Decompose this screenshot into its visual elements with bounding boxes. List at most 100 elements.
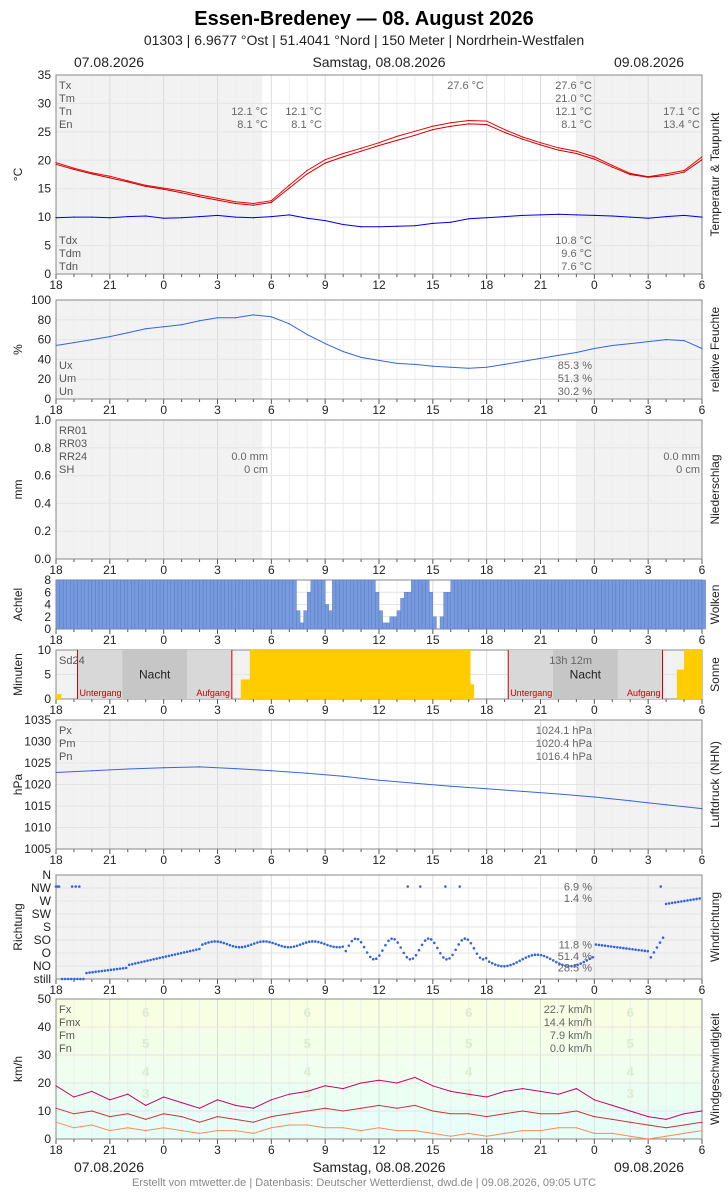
winddir-point <box>692 898 695 901</box>
humidity-line-point <box>378 359 380 361</box>
winddir-point <box>399 946 403 949</box>
winddir-point <box>521 957 525 961</box>
winddir-point <box>173 953 177 956</box>
x-tick-label: 3 <box>645 983 652 997</box>
winddir-point <box>176 952 180 956</box>
winddir-point <box>216 940 219 943</box>
cloud-bar <box>339 579 344 630</box>
y-tick-label: 60 <box>38 333 52 347</box>
cloud-bar <box>199 579 204 630</box>
humidity-line-point <box>252 314 254 316</box>
x-tick-label: 3 <box>214 563 221 577</box>
winddir-value: 6.9 % <box>564 882 592 894</box>
winddir-point <box>152 958 155 961</box>
x-tick-label: 18 <box>480 853 494 867</box>
winddir-point <box>91 970 94 974</box>
winddir-point <box>458 885 462 888</box>
winddir-point <box>655 946 659 949</box>
y-tick-label: 0.0 <box>34 552 51 566</box>
winddir-point <box>418 885 422 888</box>
legend-label: Fx <box>59 1004 72 1016</box>
cloud-bar <box>332 579 337 630</box>
cloud-bar <box>533 579 538 630</box>
temp-line-Tx-point <box>450 122 452 124</box>
legend-label: Un <box>59 386 73 398</box>
humidity-line-point <box>324 342 326 345</box>
temp-line-Tx-point <box>252 202 254 205</box>
legend-label: Pm <box>59 738 76 750</box>
cloud-bar <box>62 579 67 630</box>
cloud-bar <box>213 579 218 630</box>
cloud-bar <box>134 579 139 630</box>
y-tick-label: 5 <box>44 668 51 682</box>
cloud-bar <box>310 579 315 630</box>
humidity-line-point <box>575 351 577 354</box>
temp-line-Tx-point <box>575 150 577 152</box>
cloud-bar <box>622 579 627 630</box>
cloud-bar <box>73 579 78 630</box>
winddir-point <box>661 936 665 939</box>
wind-line-Fm-point <box>557 1127 560 1129</box>
pressure-line-point <box>55 771 57 774</box>
x-tick-label: 6 <box>268 703 275 717</box>
y-tick-label: 1.0 <box>34 413 51 427</box>
wind-line-Fmx-point <box>414 1104 416 1106</box>
y-tick-label: W <box>40 894 52 908</box>
wind-line-Fx-point <box>557 1093 560 1095</box>
winddir-point <box>469 941 473 945</box>
cloud-bar <box>120 579 125 630</box>
plot-border <box>55 419 703 560</box>
cloud-bar <box>328 610 333 630</box>
temp-line-Tx-point <box>145 184 147 186</box>
x-tick-label: 0 <box>160 703 167 717</box>
y-tick-label: 2 <box>44 610 51 624</box>
cloud-bar <box>454 579 459 630</box>
x-tick-label: 15 <box>426 983 440 997</box>
wind-line-Fmx-point <box>306 1110 308 1112</box>
pressure-line-point <box>342 775 344 777</box>
y-tick-label: O <box>42 946 51 960</box>
winddir-point <box>329 944 332 948</box>
x-tick-label: 0 <box>591 563 598 577</box>
cloud-bar <box>249 579 254 630</box>
x-tick-label: 3 <box>645 403 652 417</box>
pressure-line-point <box>557 793 560 795</box>
y-axis-label: km/h <box>11 1056 25 1082</box>
cloud-bar <box>123 579 128 630</box>
winddir-point <box>378 954 381 957</box>
wind-line-Fm-point <box>288 1124 290 1126</box>
winddir-point <box>103 969 107 972</box>
wind-line-Fx-point <box>521 1088 524 1090</box>
winddir-point <box>313 940 317 943</box>
cloud-bar <box>490 579 495 630</box>
dewpoint-line-point <box>701 216 703 218</box>
pressure-line-point <box>163 767 165 769</box>
cloud-bar <box>540 579 545 630</box>
humidity-line-point <box>181 324 183 326</box>
humidity-line-point <box>665 339 667 341</box>
cloud-bar <box>224 579 229 630</box>
legend-label: RR01 <box>59 425 87 437</box>
temp-line-Tx-point <box>486 120 488 122</box>
night-label: Nacht <box>570 668 602 682</box>
winddir-point <box>481 958 485 961</box>
x-tick-label: 3 <box>214 633 221 647</box>
cloud-bar <box>281 579 286 630</box>
temp-line-Tx-point <box>216 197 219 199</box>
y-axis-label: Minuten <box>11 653 25 696</box>
wind-line-Fmx-point <box>504 1113 506 1115</box>
cloud-bar <box>170 579 175 630</box>
winddir-point <box>597 943 601 947</box>
cloud-bar <box>525 579 530 630</box>
winddir-point <box>69 977 73 981</box>
x-tick-label: 6 <box>699 278 706 292</box>
winddir-point <box>606 944 610 948</box>
winddir-point <box>487 960 491 963</box>
cloud-bar <box>508 579 512 630</box>
humidity-line-point <box>396 362 398 364</box>
cloud-bar <box>368 579 373 630</box>
temp-line-Tx-point <box>288 184 290 186</box>
cloud-bar <box>235 579 240 630</box>
winddir-point <box>603 944 607 948</box>
